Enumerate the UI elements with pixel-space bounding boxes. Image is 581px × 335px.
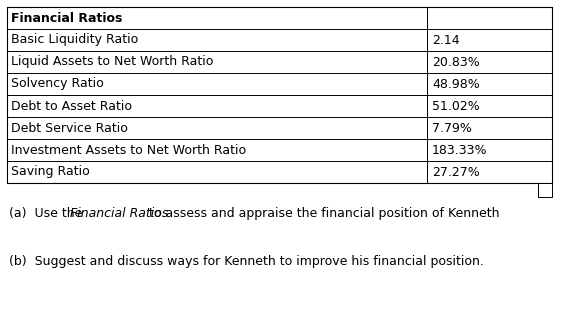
Text: 20.83%: 20.83% <box>432 56 480 68</box>
Text: 51.02%: 51.02% <box>432 99 480 113</box>
Text: Basic Liquidity Ratio: Basic Liquidity Ratio <box>11 34 138 47</box>
Text: 48.98%: 48.98% <box>432 77 480 90</box>
Text: 7.79%: 7.79% <box>432 122 472 134</box>
Text: Debt Service Ratio: Debt Service Ratio <box>11 122 128 134</box>
Text: Investment Assets to Net Worth Ratio: Investment Assets to Net Worth Ratio <box>11 143 246 156</box>
Text: Financial Ratios: Financial Ratios <box>70 207 168 220</box>
Text: Debt to Asset Ratio: Debt to Asset Ratio <box>11 99 132 113</box>
Text: Financial Ratios: Financial Ratios <box>11 11 123 24</box>
Bar <box>538 183 552 197</box>
Text: to assess and appraise the financial position of Kenneth: to assess and appraise the financial pos… <box>145 207 499 220</box>
Text: (b)  Suggest and discuss ways for Kenneth to improve his financial position.: (b) Suggest and discuss ways for Kenneth… <box>9 255 484 268</box>
Text: Solvency Ratio: Solvency Ratio <box>11 77 104 90</box>
Text: 27.27%: 27.27% <box>432 165 480 179</box>
Text: 183.33%: 183.33% <box>432 143 487 156</box>
Bar <box>7 7 552 183</box>
Text: Saving Ratio: Saving Ratio <box>11 165 89 179</box>
Text: Liquid Assets to Net Worth Ratio: Liquid Assets to Net Worth Ratio <box>11 56 213 68</box>
Text: 2.14: 2.14 <box>432 34 460 47</box>
Text: (a)  Use the: (a) Use the <box>9 207 87 220</box>
